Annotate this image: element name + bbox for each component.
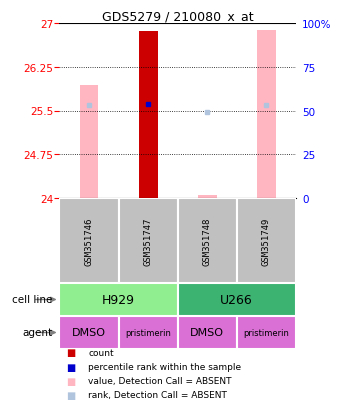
Bar xyxy=(177,283,296,316)
Text: ■: ■ xyxy=(66,376,75,386)
Bar xyxy=(198,195,217,199)
Bar xyxy=(177,316,237,349)
Title: GDS5279 / 210080_x_at: GDS5279 / 210080_x_at xyxy=(102,10,253,23)
Bar xyxy=(59,199,119,283)
Text: pristimerin: pristimerin xyxy=(243,328,289,337)
Bar xyxy=(119,199,177,283)
Text: cell line: cell line xyxy=(12,295,53,305)
Text: ■: ■ xyxy=(66,362,75,372)
Bar xyxy=(119,316,177,349)
Text: DMSO: DMSO xyxy=(190,328,224,338)
Text: U266: U266 xyxy=(220,293,253,306)
Text: ■: ■ xyxy=(66,390,75,400)
Bar xyxy=(80,85,99,199)
Text: count: count xyxy=(88,348,114,357)
Bar xyxy=(59,283,177,316)
Text: ■: ■ xyxy=(66,347,75,357)
Bar xyxy=(59,316,119,349)
Text: GSM351746: GSM351746 xyxy=(85,217,94,265)
Text: H929: H929 xyxy=(102,293,135,306)
Text: GSM351748: GSM351748 xyxy=(203,217,212,265)
Text: value, Detection Call = ABSENT: value, Detection Call = ABSENT xyxy=(88,376,232,385)
Bar xyxy=(237,316,296,349)
Text: pristimerin: pristimerin xyxy=(125,328,171,337)
Bar xyxy=(257,31,276,199)
Bar xyxy=(139,31,157,199)
Text: DMSO: DMSO xyxy=(72,328,106,338)
Text: percentile rank within the sample: percentile rank within the sample xyxy=(88,362,241,371)
Bar xyxy=(237,199,296,283)
Text: agent: agent xyxy=(22,328,53,338)
Text: GSM351747: GSM351747 xyxy=(143,217,153,265)
Bar xyxy=(177,199,237,283)
Text: rank, Detection Call = ABSENT: rank, Detection Call = ABSENT xyxy=(88,391,227,399)
Text: GSM351749: GSM351749 xyxy=(262,217,271,265)
